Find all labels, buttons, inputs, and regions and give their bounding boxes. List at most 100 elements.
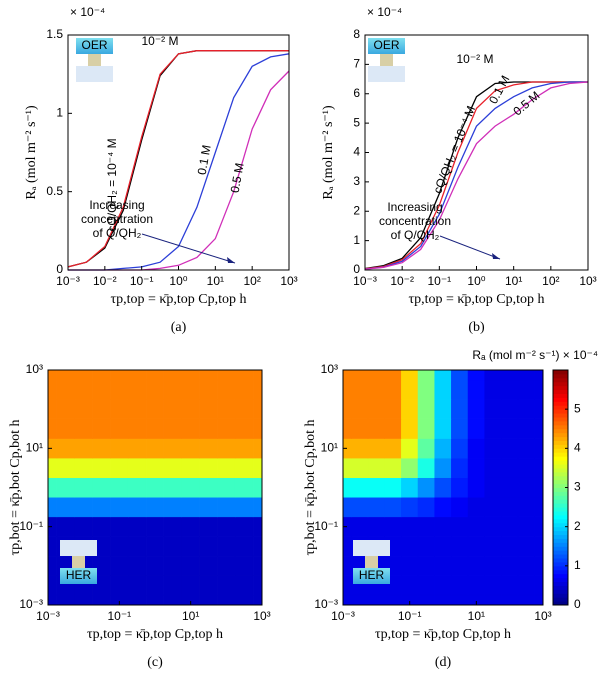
colorbar-slice — [553, 534, 568, 539]
heat-cell — [401, 575, 419, 596]
heat-cell — [56, 497, 75, 518]
heat-cell — [74, 399, 93, 420]
series-line — [67, 50, 289, 268]
heat-cell — [127, 477, 147, 498]
heat-cell — [199, 418, 218, 439]
heat-cell — [127, 575, 147, 596]
heat-cell — [56, 516, 75, 537]
y-axis-label: τp,bot = κ̄p,bot Cp,bot h — [303, 419, 318, 555]
x-tick-label: 10³ — [534, 609, 551, 623]
colorbar-slice — [553, 381, 568, 387]
colorbar-slice — [553, 585, 568, 590]
heat-cell — [351, 379, 369, 400]
heat-cell — [342, 536, 352, 557]
colorbar-slice — [553, 507, 568, 512]
heat-cell — [252, 379, 263, 400]
heat-cell — [92, 379, 111, 400]
heat-cell — [234, 536, 254, 557]
heat-cell — [127, 438, 147, 459]
heat-cell — [351, 438, 369, 459]
heat-cell — [145, 399, 165, 420]
inset-label: OER — [373, 38, 399, 52]
x-tick-label: 10⁻¹ — [398, 609, 422, 623]
heat-cell — [351, 477, 369, 498]
x-axis-label: τp,top = κ̄p,top Cp,top h — [408, 292, 544, 307]
colorbar-slice — [553, 495, 568, 500]
heat-cell — [252, 399, 263, 420]
heat-cell — [401, 379, 419, 400]
heat-cell — [163, 594, 182, 606]
heat-cell — [145, 369, 165, 381]
heat-cell — [252, 477, 263, 498]
heat-cell — [367, 457, 385, 478]
heat-cell — [56, 594, 75, 606]
colorbar-slice — [553, 448, 568, 453]
heat-cell — [467, 369, 485, 381]
colorbar-slice — [553, 471, 568, 477]
heat-cell — [384, 369, 402, 381]
heat-cell — [127, 497, 147, 518]
heat-cell — [384, 438, 402, 459]
heat-cell — [252, 497, 263, 518]
heat-cell — [234, 477, 254, 498]
heat-cell — [145, 555, 165, 576]
heat-cell — [181, 497, 200, 518]
colorbar-tick-label: 1 — [574, 558, 581, 572]
colorbar-slice — [553, 475, 568, 481]
heat-cell — [145, 594, 165, 606]
heat-cell — [501, 399, 519, 420]
heat-cell — [434, 369, 452, 381]
heat-cell — [417, 369, 435, 381]
colorbar-slice — [553, 561, 568, 567]
colorbar-slice — [553, 479, 568, 485]
heat-cell — [217, 457, 236, 478]
heat-cell — [217, 497, 236, 518]
colorbar-slice — [553, 405, 568, 410]
heat-cell — [401, 438, 419, 459]
colorbar-slice — [553, 444, 568, 449]
colorbar-slice — [553, 550, 568, 555]
heat-cell — [484, 536, 502, 557]
heat-cell — [467, 457, 485, 478]
heat-cell — [501, 369, 519, 381]
heat-cell — [145, 418, 165, 439]
heat-cell — [501, 594, 519, 606]
heat-cell — [181, 457, 200, 478]
heat-cell — [351, 594, 369, 606]
colorbar-slice — [553, 417, 568, 422]
inset-connector — [365, 556, 378, 568]
heat-cell — [181, 399, 200, 420]
heat-cell — [56, 477, 75, 498]
heat-cell — [199, 399, 218, 420]
heat-cell — [384, 457, 402, 478]
heat-cell — [181, 536, 200, 557]
heat-cell — [484, 575, 502, 596]
y-tick-label: 3 — [353, 174, 360, 188]
heat-cell — [234, 399, 254, 420]
heat-cell — [56, 379, 75, 400]
colorbar-slice — [553, 569, 568, 575]
heat-cell — [467, 418, 485, 439]
plot-frame — [47, 369, 263, 606]
heat-cell — [163, 516, 182, 537]
heat-cell — [74, 457, 93, 478]
series-label: 0.1 M — [195, 144, 214, 176]
heat-cell — [163, 497, 182, 518]
colorbar-tick-label: 2 — [574, 519, 581, 533]
y-tick-label: 10⁻¹ — [19, 519, 43, 533]
heat-cell — [74, 516, 93, 537]
heat-cell — [163, 438, 182, 459]
heat-cell — [92, 438, 111, 459]
colorbar-slice — [553, 526, 568, 532]
heat-cell — [451, 457, 469, 478]
heat-cell — [484, 477, 502, 498]
heat-cell — [434, 497, 452, 518]
x-tick-label: 10¹ — [468, 609, 485, 623]
heat-cell — [351, 399, 369, 420]
heat-cell — [234, 516, 254, 537]
heat-cell — [501, 497, 519, 518]
colorbar-slice — [553, 393, 568, 398]
heat-cell — [163, 575, 182, 596]
heat-cell — [417, 497, 435, 518]
heat-cell — [384, 497, 402, 518]
